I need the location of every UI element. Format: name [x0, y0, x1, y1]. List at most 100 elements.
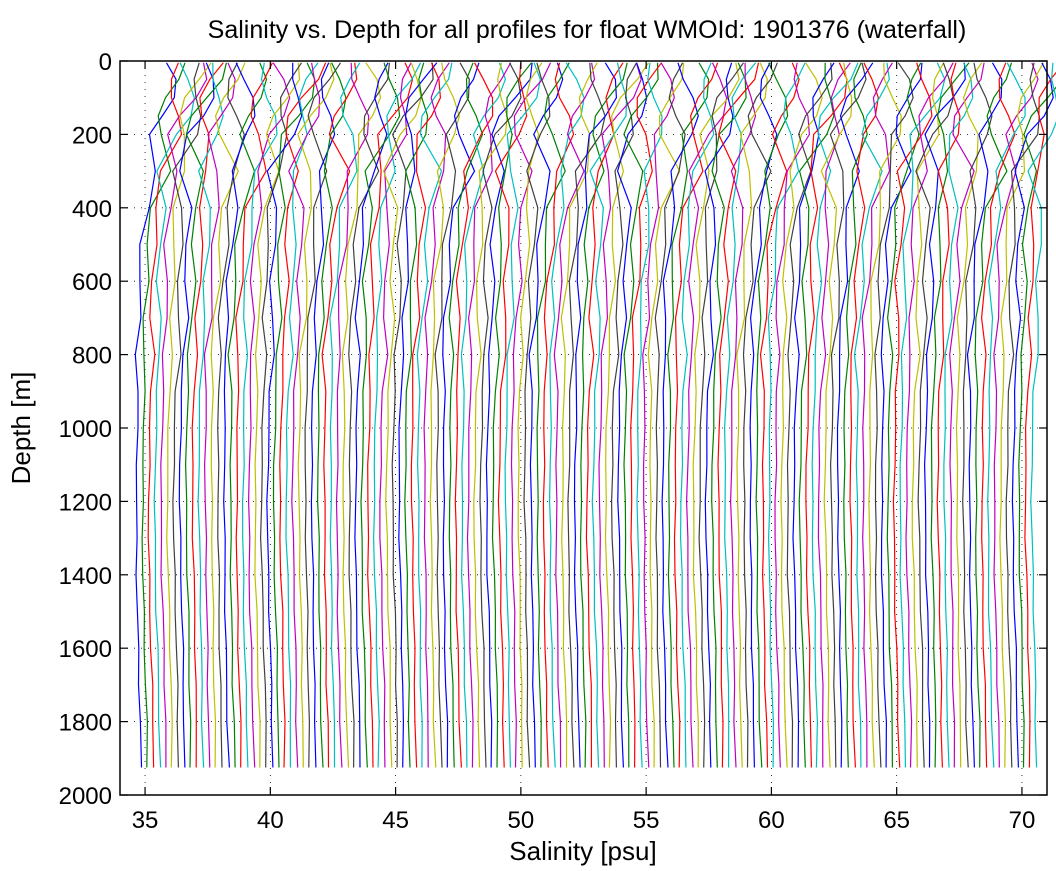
profile-line-75 — [598, 62, 642, 768]
y-tick-label: 200 — [72, 122, 112, 149]
profile-line-76 — [604, 62, 649, 768]
profile-line-80 — [630, 62, 662, 768]
profile-line-1 — [134, 62, 177, 768]
x-tick-label: 50 — [508, 807, 535, 834]
profile-line-91 — [698, 62, 744, 768]
profile-line-134 — [966, 62, 1003, 768]
profile-line-118 — [868, 62, 902, 768]
y-tick-label: 2000 — [59, 783, 112, 810]
profile-line-77 — [610, 62, 638, 768]
profile-line-38 — [367, 62, 414, 768]
profile-line-66 — [542, 62, 575, 768]
profile-line-144 — [1027, 62, 1056, 768]
profile-line-107 — [798, 62, 835, 768]
profile-line-28 — [304, 62, 341, 768]
profile-line-62 — [517, 62, 543, 768]
profile-line-120 — [880, 62, 923, 768]
profile-line-123 — [899, 62, 946, 768]
profile-line-4 — [153, 62, 195, 768]
profile-line-5 — [160, 62, 208, 768]
profile-line-111 — [820, 62, 853, 768]
profile-line-74 — [589, 62, 628, 768]
y-tick-label: 1200 — [59, 489, 112, 516]
profile-line-99 — [749, 62, 778, 768]
profile-line-17 — [235, 62, 273, 768]
profile-line-15 — [223, 62, 256, 768]
profile-line-49 — [434, 62, 470, 768]
profile-line-141 — [1011, 62, 1054, 768]
profile-line-125 — [911, 62, 945, 768]
profile-line-40 — [379, 62, 412, 768]
profile-line-37 — [360, 62, 401, 768]
profile-line-113 — [836, 62, 874, 768]
profile-line-63 — [523, 62, 551, 768]
profile-line-58 — [491, 62, 532, 768]
y-axis-label: Depth [m] — [6, 372, 36, 485]
profile-line-57 — [485, 62, 533, 768]
profile-line-13 — [210, 62, 246, 768]
profile-line-78 — [616, 62, 648, 768]
profile-line-9 — [184, 62, 227, 768]
profile-line-121 — [886, 62, 922, 768]
profile-line-68 — [553, 62, 596, 768]
profile-line-32 — [329, 62, 361, 768]
profile-line-84 — [654, 62, 686, 768]
y-tick-label: 400 — [72, 196, 112, 223]
profile-line-85 — [661, 62, 699, 768]
profile-line-95 — [723, 62, 757, 768]
profile-line-64 — [528, 62, 564, 768]
x-tick-label: 65 — [883, 807, 910, 834]
x-tick-label: 70 — [1009, 807, 1036, 834]
chart-title: Salinity vs. Depth for all profiles for … — [208, 16, 967, 44]
profile-line-108 — [805, 62, 848, 768]
profile-line-116 — [853, 62, 890, 768]
profile-line-97 — [736, 62, 768, 768]
profile-line-55 — [473, 62, 508, 768]
profile-line-117 — [861, 62, 893, 768]
profile-line-42 — [391, 62, 434, 768]
profile-line-52 — [454, 62, 494, 768]
profile-line-14 — [217, 62, 245, 768]
profile-line-112 — [829, 62, 867, 768]
profile-line-137 — [987, 62, 1026, 768]
profile-line-65 — [536, 62, 570, 768]
profile-line-129 — [936, 62, 961, 768]
profile-line-59 — [494, 62, 528, 768]
x-tick-label: 35 — [132, 807, 159, 834]
profile-line-71 — [573, 62, 618, 768]
profile-line-124 — [905, 62, 954, 768]
profile-line-142 — [1018, 86, 1056, 768]
profile-line-138 — [993, 62, 1039, 768]
profile-line-130 — [943, 62, 974, 768]
profile-line-7 — [172, 62, 202, 768]
profile-line-104 — [780, 62, 823, 768]
profile-line-143 — [1024, 71, 1056, 768]
profile-line-16 — [227, 62, 268, 768]
profile-line-89 — [685, 62, 728, 768]
profile-line-122 — [892, 62, 933, 768]
profile-line-86 — [667, 62, 710, 768]
profile-line-22 — [266, 62, 303, 768]
profile-line-19 — [247, 62, 291, 768]
profile-series — [134, 62, 1056, 768]
profile-line-43 — [398, 62, 438, 768]
profile-line-44 — [404, 62, 429, 768]
profile-line-100 — [755, 62, 789, 768]
profile-line-132 — [955, 62, 983, 768]
profile-line-29 — [310, 62, 336, 768]
profile-line-10 — [191, 62, 224, 768]
x-tick-label: 55 — [633, 807, 660, 834]
profile-line-131 — [949, 62, 985, 768]
profile-line-115 — [849, 62, 879, 768]
profile-line-70 — [567, 62, 606, 768]
profile-line-67 — [548, 62, 585, 768]
profile-line-25 — [285, 62, 319, 768]
profile-line-31 — [321, 62, 358, 768]
profile-line-54 — [466, 62, 512, 768]
profile-line-45 — [410, 62, 442, 768]
profile-line-69 — [560, 62, 598, 768]
profile-line-23 — [272, 62, 316, 768]
profile-line-53 — [460, 62, 507, 768]
profile-line-135 — [974, 62, 1013, 768]
profile-line-105 — [786, 62, 833, 768]
